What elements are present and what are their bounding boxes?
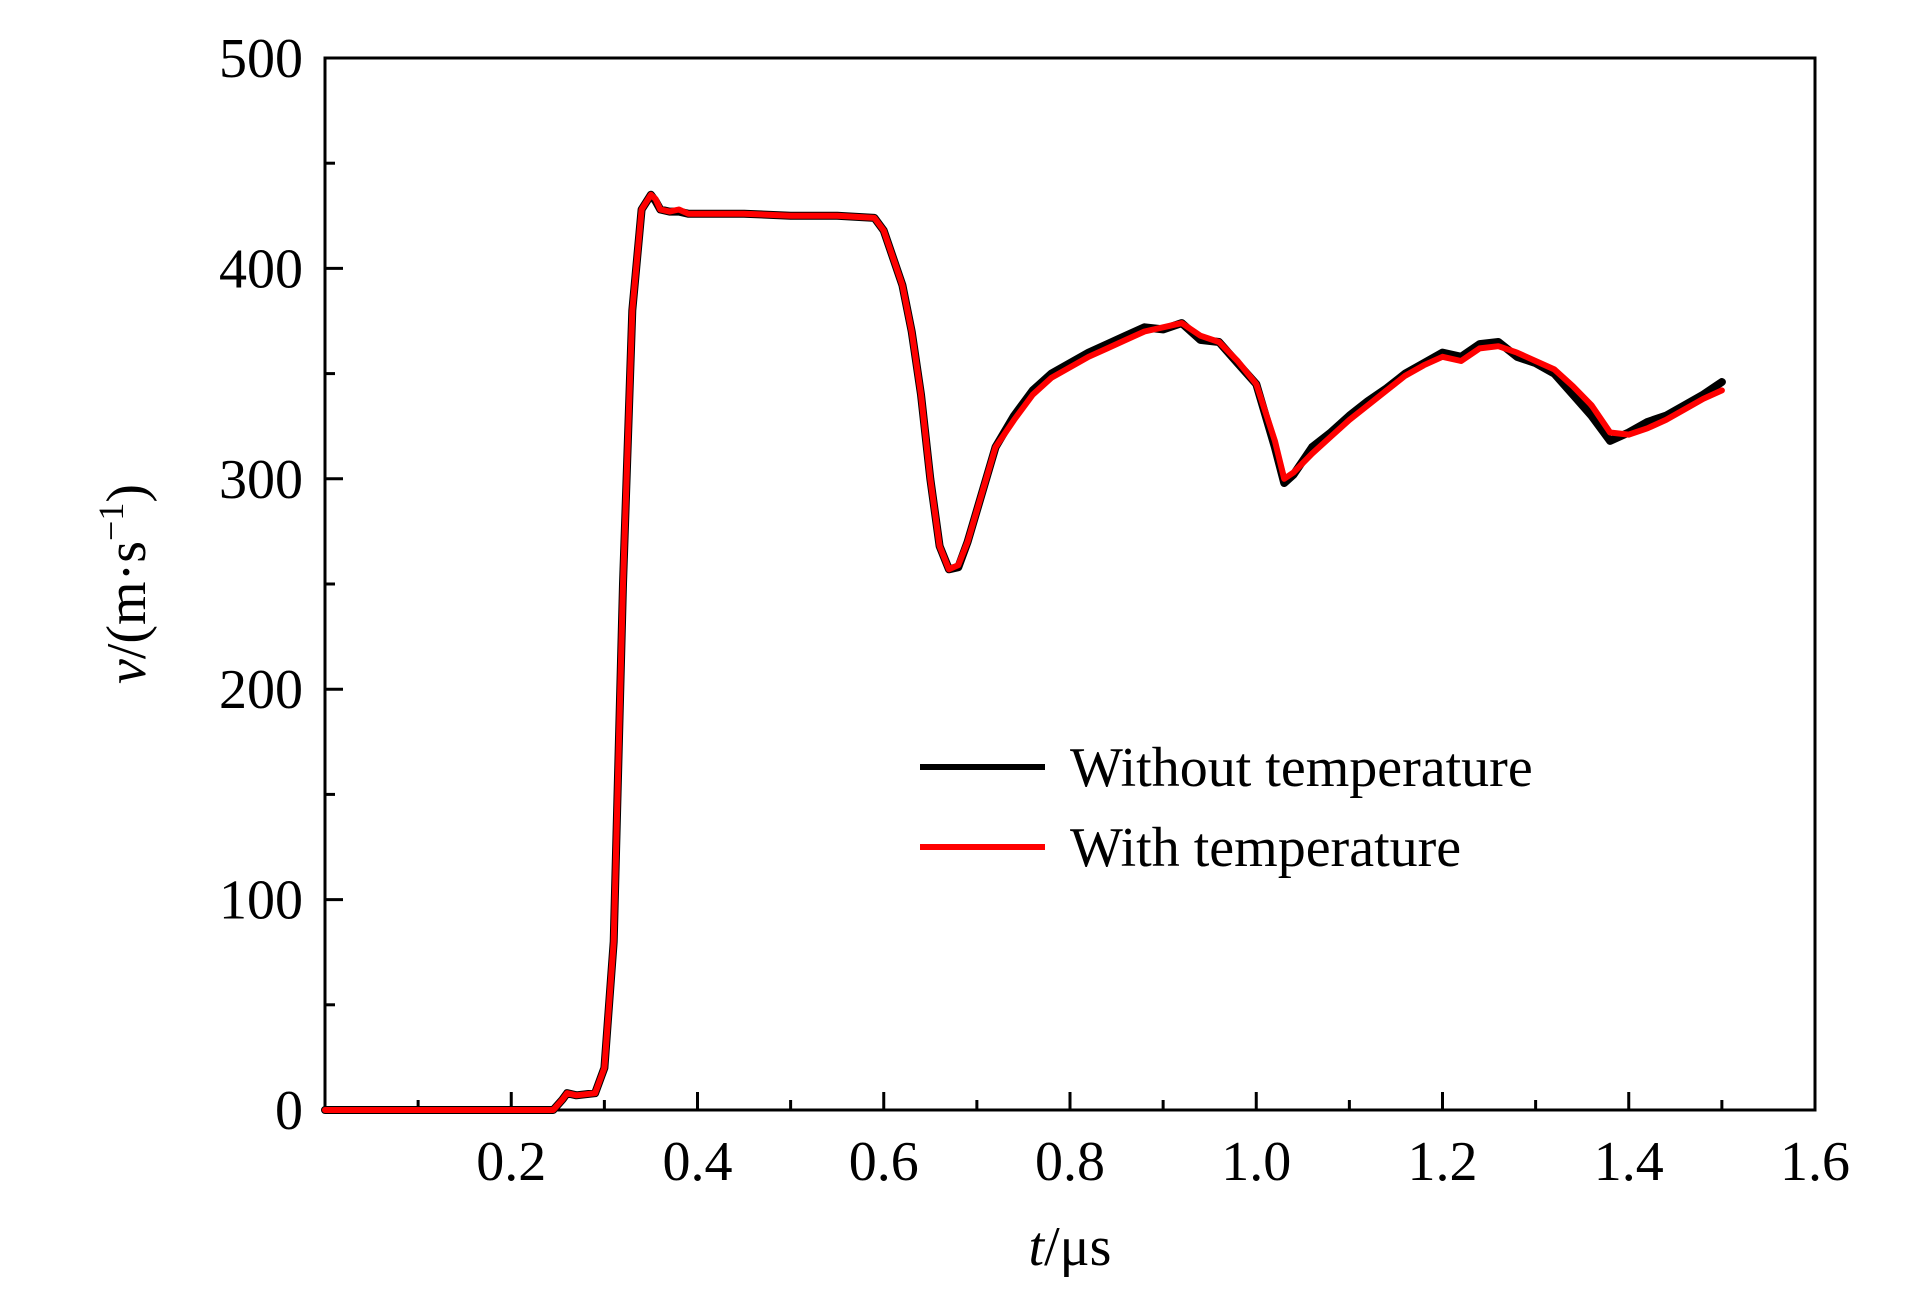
y-tick-label: 100 — [219, 870, 303, 932]
series-line-with-temperature — [322, 191, 1725, 1113]
x-tick-label: 1.6 — [1780, 1131, 1850, 1193]
axis-tick-labels: 0.2 0.4 0.6 0.8 1.0 1.2 1.4 1.6 0 100 200 300 400 500 — [219, 28, 1850, 1193]
x-tick-label: 1.0 — [1221, 1131, 1291, 1193]
x-tick-label: 1.4 — [1594, 1131, 1664, 1193]
x-axis-label: t/μs — [1029, 1216, 1112, 1278]
legend: Without temperature With temperature — [920, 737, 1533, 879]
x-axis-variable: t — [1029, 1216, 1046, 1278]
legend-label-without-temperature: Without temperature — [1070, 737, 1533, 799]
y-tick-label: 300 — [219, 449, 303, 511]
x-tick-label: 0.8 — [1035, 1131, 1105, 1193]
y-axis-unit: /(m·s — [96, 541, 158, 659]
y-axis-unit-close: ) — [96, 484, 158, 503]
y-axis-label: v/(m·s−1) — [91, 484, 158, 684]
y-axis-unit-exponent: −1 — [91, 503, 131, 541]
plot-frame — [323, 56, 1817, 1112]
series-line-without-temperature — [321, 190, 1726, 1114]
legend-label-with-temperature: With temperature — [1070, 817, 1461, 879]
y-tick-label: 400 — [219, 238, 303, 300]
x-tick-label: 0.6 — [849, 1131, 919, 1193]
y-axis-variable: v — [96, 659, 158, 684]
y-tick-label: 0 — [275, 1080, 303, 1142]
x-tick-label: 1.2 — [1408, 1131, 1478, 1193]
x-axis-unit: /μs — [1044, 1216, 1111, 1278]
axis-ticks — [325, 56, 1817, 1112]
x-tick-label: 0.4 — [663, 1131, 733, 1193]
y-tick-label: 200 — [219, 659, 303, 721]
x-tick-label: 0.2 — [476, 1131, 546, 1193]
y-tick-label: 500 — [219, 28, 303, 90]
series-lines — [321, 190, 1726, 1114]
